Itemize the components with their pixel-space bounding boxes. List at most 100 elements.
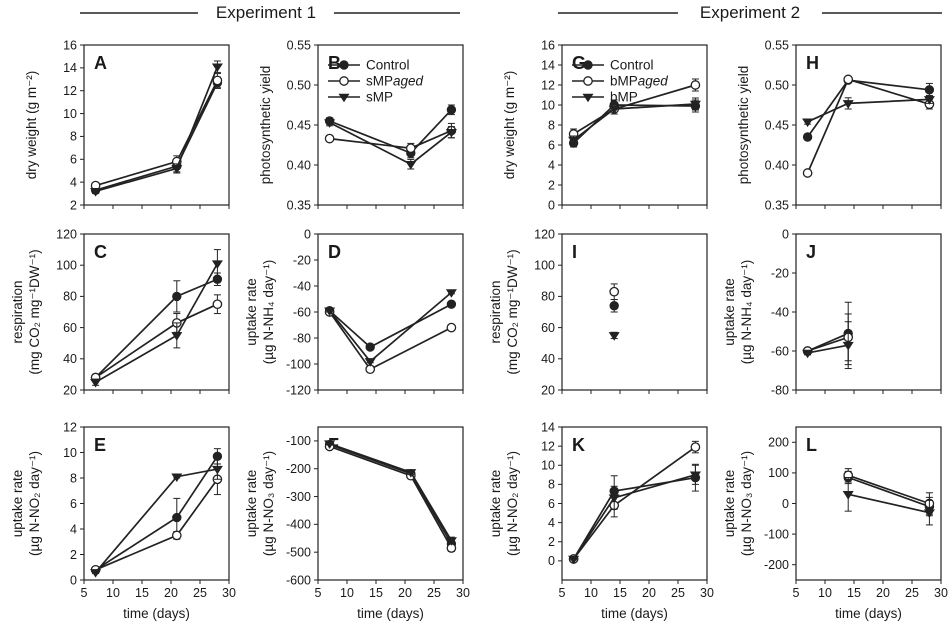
panel-j: J -80 -60 -40 -20 0 uptake rate (µg N-NH₄ day⁻¹… bbox=[722, 227, 942, 397]
panel-c-ytick-label: 80 bbox=[63, 290, 77, 304]
panel-f-ylabel: uptake rate bbox=[244, 470, 259, 538]
panel-l-series-2 bbox=[842, 476, 935, 526]
panel-l-ylabel: (µg N-NO₃ day⁻¹) bbox=[739, 451, 754, 556]
panel-b: B 0.35 0.40 0.45 0.50 0.55 photosynthetic yiel… bbox=[258, 38, 464, 212]
panel-h-point bbox=[923, 96, 935, 105]
panel-g-legend-marker bbox=[582, 93, 594, 103]
panel-a-point bbox=[211, 63, 223, 73]
panel-d-point bbox=[324, 307, 336, 316]
panel-f-ytick-label: -100 bbox=[286, 434, 311, 448]
panel-k-xtick-label: 15 bbox=[613, 586, 627, 600]
panel-g-legend-marker bbox=[583, 76, 593, 86]
panel-e-ytick-label: 10 bbox=[63, 446, 77, 460]
panel-g-point bbox=[689, 100, 701, 110]
panel-i-ytick-label: 80 bbox=[541, 290, 555, 304]
panel-c-ytick-label: 20 bbox=[63, 383, 77, 397]
panel-k-point bbox=[608, 494, 620, 504]
panel-k-ylabel: uptake rate bbox=[488, 470, 503, 538]
panel-i-ytick-label: 40 bbox=[541, 352, 555, 366]
panel-j-ytick-label: -40 bbox=[771, 305, 789, 319]
panel-h-letter: H bbox=[806, 53, 819, 73]
panel-k-xtick-label: 5 bbox=[559, 586, 566, 600]
panel-h-ylabel: photosynthetic yield bbox=[736, 66, 751, 185]
panel-k-point bbox=[568, 555, 580, 565]
panel-l-point bbox=[923, 509, 935, 518]
panel-d: D -120 -100 -80 -60 -40 -20 0 uptake rate (µg N-N… bbox=[244, 227, 464, 397]
panel-a-series-line bbox=[95, 80, 219, 187]
panel-f-ylabel: (µg N-NO₃ day⁻¹) bbox=[261, 451, 276, 556]
panel-g-ytick-label: 16 bbox=[541, 38, 555, 52]
panel-e-point bbox=[90, 569, 102, 578]
panel-d-ytick-label: -80 bbox=[293, 331, 311, 345]
panel-i-series-1 bbox=[609, 283, 620, 301]
panel-e-ytick-label: 2 bbox=[70, 548, 77, 562]
panel-g-point bbox=[690, 80, 701, 90]
panel-a-ytick-label: 8 bbox=[70, 130, 77, 144]
panel-a: A 2 4 6 8 10 12 14 16 dry weight (g m⁻²) bbox=[24, 38, 230, 212]
panel-f-xtick-label: 25 bbox=[427, 586, 441, 600]
panel-g-ytick-label: 4 bbox=[548, 158, 555, 172]
panel-h-series-1 bbox=[802, 74, 935, 178]
panel-j-ylabel: uptake rate bbox=[722, 278, 737, 346]
panel-e-ylabel: (µg N-NO₂ day⁻¹) bbox=[27, 451, 42, 556]
panel-f-ytick-label: -400 bbox=[286, 518, 311, 532]
panel-i-ylabel: (mg CO₂ mg⁻¹DW⁻¹) bbox=[505, 249, 520, 374]
panel-d-point bbox=[364, 358, 376, 367]
panel-b-legend-label: sMP bbox=[366, 90, 393, 105]
panel-d-series-2 bbox=[324, 289, 457, 367]
panel-f-series-2 bbox=[324, 440, 457, 546]
panel-c-ytick-label: 60 bbox=[63, 321, 77, 335]
panel-l-xtick-label: 10 bbox=[818, 586, 832, 600]
panel-i: I 20 40 60 80 100 120 respiration (mg CO₂ mg⁻¹DW… bbox=[488, 227, 708, 397]
panel-b-legend-marker bbox=[339, 76, 349, 86]
panel-j-point bbox=[842, 341, 854, 351]
panel-f-xtick-label: 10 bbox=[340, 586, 354, 600]
panel-e-ytick-label: 4 bbox=[70, 522, 77, 536]
panel-f-ytick-label: -500 bbox=[286, 545, 311, 559]
panel-d-ytick-label: -20 bbox=[293, 253, 311, 267]
panel-e: E 5 10 15 20 25 30 0 2 4 6 8 10 12 uptake rate (µg N-NO… bbox=[10, 420, 236, 621]
panel-h-ytick-label: 0.35 bbox=[765, 198, 789, 212]
panel-h-series-line bbox=[806, 79, 930, 138]
panel-k-ytick-label: 0 bbox=[548, 554, 555, 568]
panel-e-ytick-label: 0 bbox=[70, 573, 77, 587]
panel-l-series-line bbox=[848, 493, 930, 514]
panel-l-xtick-label: 5 bbox=[793, 586, 800, 600]
panel-a-series-0 bbox=[90, 76, 223, 195]
panel-k-xtick-label: 30 bbox=[700, 586, 714, 600]
panel-a-ytick-label: 4 bbox=[70, 175, 77, 189]
panel-e-point bbox=[171, 473, 183, 483]
exp1-title: Experiment 1 bbox=[216, 3, 316, 22]
panel-a-frame bbox=[83, 44, 230, 206]
panel-f-series-line bbox=[329, 443, 453, 545]
panel-h-point bbox=[802, 168, 813, 178]
panel-g-legend-marker bbox=[583, 60, 593, 70]
panel-i-ytick-label: 60 bbox=[541, 321, 555, 335]
panel-f: F51015202530-600-500-400-300-200-100upta… bbox=[244, 426, 470, 621]
panel-k-ytick-label: 4 bbox=[548, 516, 555, 530]
panel-a-point bbox=[212, 75, 223, 86]
panel-h-ytick-label: 0.45 bbox=[765, 118, 789, 132]
panel-j-series-line bbox=[807, 336, 849, 352]
panel-g-legend-label: bMP bbox=[610, 90, 638, 105]
panel-l-series-line bbox=[847, 476, 930, 508]
panel-e-point bbox=[171, 530, 182, 541]
panel-h-series-2 bbox=[802, 94, 935, 128]
panel-a-ytick-label: 14 bbox=[63, 61, 77, 75]
panel-d-point bbox=[365, 342, 375, 352]
panel-f-ytick-label: -200 bbox=[286, 462, 311, 476]
panel-h-ytick-label: 0.55 bbox=[765, 38, 789, 52]
panel-k-point bbox=[690, 442, 701, 452]
panel-f-xtick-label: 30 bbox=[456, 586, 470, 600]
panel-l-xtick-label: 30 bbox=[934, 586, 948, 600]
panel-f-xtick-label: 5 bbox=[315, 586, 322, 600]
panel-l-point bbox=[842, 491, 854, 500]
panel-d-point bbox=[446, 299, 457, 309]
panel-e-series-2 bbox=[90, 458, 223, 578]
panel-l-series-line bbox=[847, 474, 930, 505]
panel-a-ytick-label: 2 bbox=[70, 198, 77, 212]
panel-i-ylabel: respiration bbox=[488, 280, 503, 343]
panel-i-point bbox=[609, 301, 619, 311]
